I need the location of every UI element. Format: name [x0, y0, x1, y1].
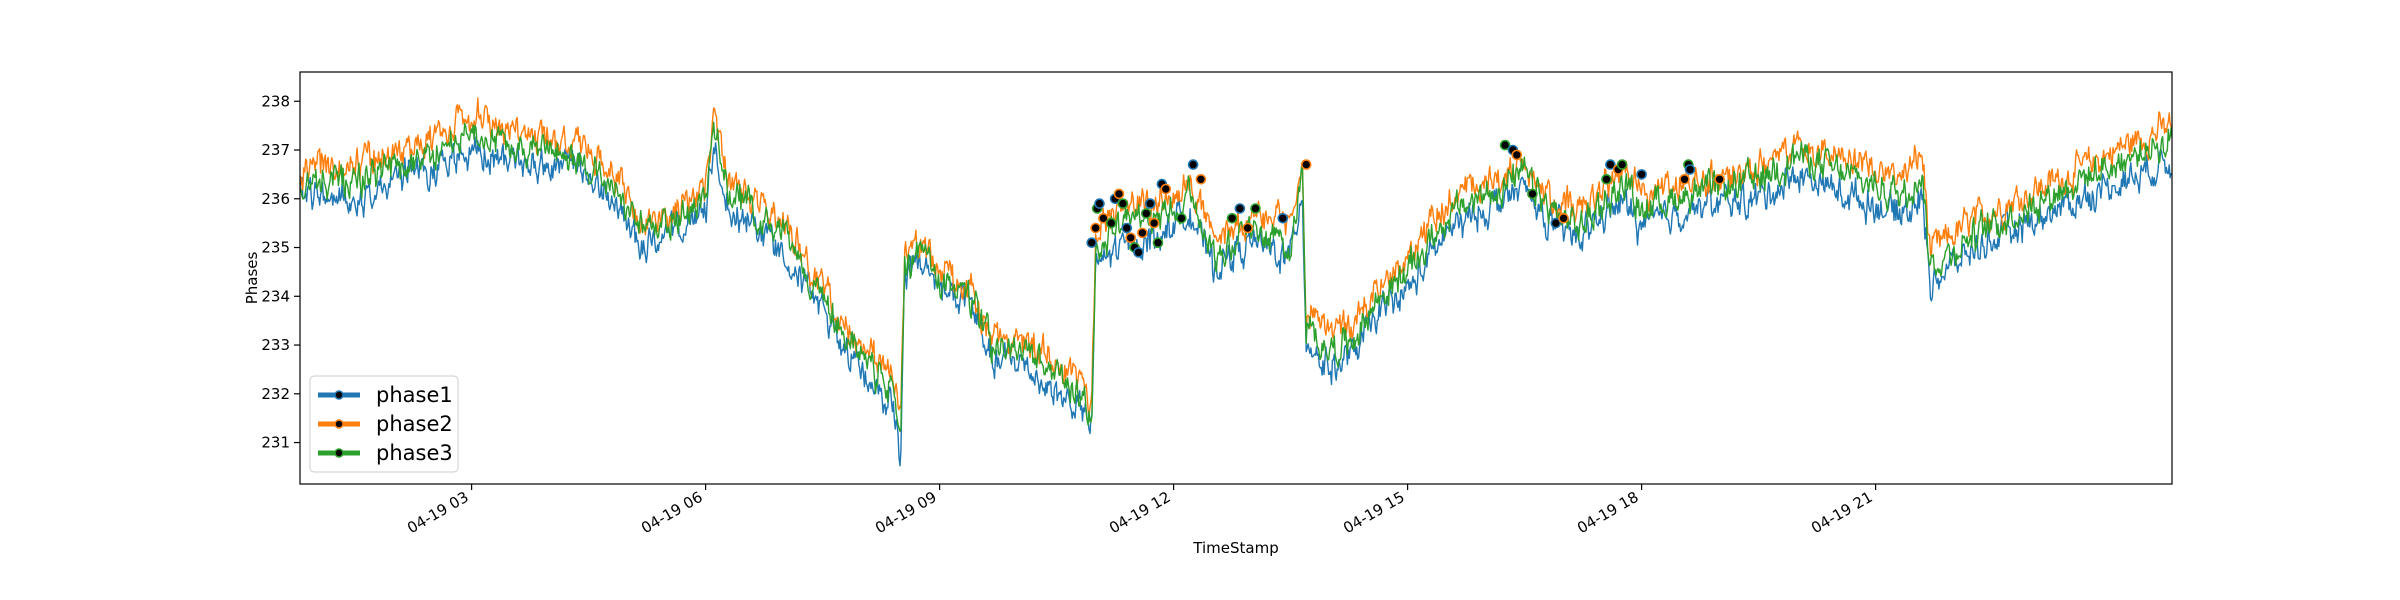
- y-axis: 231 232 233 234 235 236 237 238: [261, 92, 300, 452]
- y-tick-label: 236: [261, 190, 290, 208]
- anomaly-marker: [1499, 139, 1511, 151]
- y-tick-label: 238: [261, 92, 290, 110]
- anomaly-marker: [1125, 232, 1136, 244]
- x-axis-label: TimeStamp: [1192, 539, 1278, 557]
- anomaly-marker: [1714, 174, 1725, 185]
- anomaly-marker: [1086, 237, 1097, 248]
- anomaly-marker: [1636, 169, 1647, 180]
- anomaly-marker: [1550, 217, 1562, 229]
- anomaly-marker: [1679, 174, 1690, 185]
- anomaly-marker: [1090, 222, 1101, 234]
- series-line-phase3: [300, 121, 2172, 432]
- anomaly-marker: [1226, 213, 1238, 224]
- anomaly-marker: [1277, 213, 1289, 224]
- anomaly-marker: [1094, 198, 1105, 209]
- anomaly-marker: [1144, 198, 1156, 209]
- y-tick-label: 231: [261, 434, 290, 452]
- anomaly-marker: [1234, 203, 1246, 214]
- y-tick-label: 232: [261, 385, 290, 403]
- legend-frame: [309, 375, 459, 473]
- legend-label-phase2: phase2: [376, 412, 453, 436]
- legend-label-phase1: phase1: [376, 383, 453, 407]
- anomaly-marker: [1242, 222, 1253, 234]
- anomaly-marker: [1684, 164, 1696, 175]
- anomaly-marker: [1616, 159, 1628, 170]
- y-tick-label: 234: [261, 287, 290, 305]
- anomaly-marker: [1113, 188, 1125, 200]
- anomaly-marker: [1601, 174, 1612, 185]
- anomaly-marker: [1300, 159, 1312, 170]
- y-tick-label: 237: [261, 141, 290, 159]
- anomaly-marker: [1148, 217, 1160, 229]
- anomaly-marker: [1250, 203, 1261, 214]
- y-tick-label: 235: [261, 239, 290, 257]
- anomaly-marker: [1195, 174, 1207, 185]
- anomaly-marker: [1098, 213, 1109, 224]
- anomaly-marker: [1117, 198, 1129, 209]
- legend-marker-phase3: [334, 448, 344, 458]
- anomaly-marker: [1137, 227, 1148, 239]
- legend-marker-phase2: [334, 419, 344, 429]
- anomaly-marker: [1141, 208, 1152, 219]
- anomaly-marker: [1133, 247, 1144, 258]
- anomaly-marker: [1105, 217, 1117, 229]
- legend-marker-phase1: [334, 390, 344, 400]
- anomaly-marker: [1121, 222, 1133, 234]
- anomaly-marker: [1187, 159, 1199, 170]
- y-axis-label: Phases: [243, 252, 261, 305]
- anomaly-marker: [1176, 213, 1187, 224]
- anomaly-marker: [1160, 183, 1172, 195]
- anomaly-marker: [1558, 213, 1569, 224]
- anomaly-marker: [1527, 188, 1538, 200]
- legend: phase1 phase2 phase3: [309, 375, 459, 473]
- plot-frame: [299, 71, 2173, 485]
- legend-label-phase3: phase3: [376, 441, 453, 465]
- y-tick-label: 233: [261, 336, 290, 354]
- anomaly-marker: [1511, 149, 1523, 161]
- anomaly-marker: [1152, 237, 1164, 248]
- anomaly-marker: [1605, 159, 1616, 170]
